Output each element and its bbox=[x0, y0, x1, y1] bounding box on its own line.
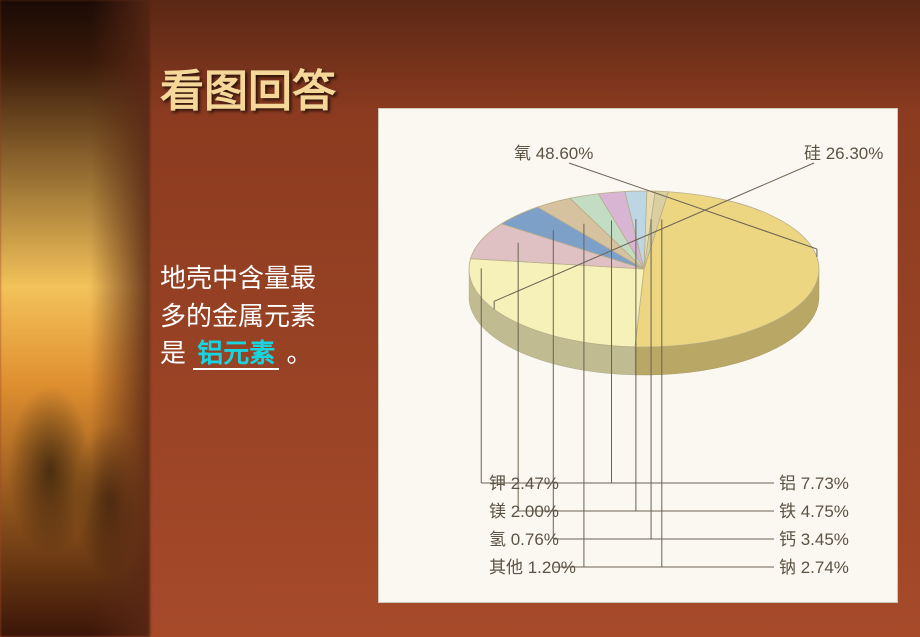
chart-label: 钙 3.45% bbox=[779, 530, 849, 549]
decorative-photo-strip bbox=[0, 0, 150, 637]
question-line1: 地壳中含量最 bbox=[160, 263, 316, 293]
question-block: 地壳中含量最 多的金属元素 是 铝元素 。 bbox=[160, 260, 360, 373]
pie-chart: 氧 48.60% 硅 26.30% 铝 7.73% 铁 4.75% 钙 3.45% 钠 2… bbox=[379, 109, 899, 604]
pie-chart-card: 氧 48.60% 硅 26.30% 铝 7.73% 铁 4.75% 钙 3.45% 钠 2… bbox=[378, 108, 898, 603]
chart-label: 氧 48.60% bbox=[514, 144, 593, 163]
chart-label: 钠 2.74% bbox=[779, 558, 849, 577]
chart-label: 铝 7.73% bbox=[779, 474, 849, 493]
question-prefix: 是 bbox=[160, 338, 186, 368]
slide: 看图回答 地壳中含量最 多的金属元素 是 铝元素 。 氧 48.60% 硅 26.… bbox=[0, 0, 920, 637]
question-suffix: 。 bbox=[287, 338, 313, 368]
chart-label: 其他 1.20% bbox=[489, 558, 576, 577]
chart-label: 铁 4.75% bbox=[779, 502, 849, 521]
slide-title: 看图回答 bbox=[160, 55, 336, 119]
chart-label: 氢 0.76% bbox=[489, 530, 559, 549]
chart-label: 钾 2.47% bbox=[489, 474, 559, 493]
question-line2: 多的金属元素 bbox=[160, 301, 316, 331]
chart-label: 硅 26.30% bbox=[804, 144, 883, 163]
question-answer: 铝元素 bbox=[197, 338, 275, 368]
pie-top bbox=[469, 191, 819, 347]
chart-label: 镁 2.00% bbox=[489, 502, 559, 521]
